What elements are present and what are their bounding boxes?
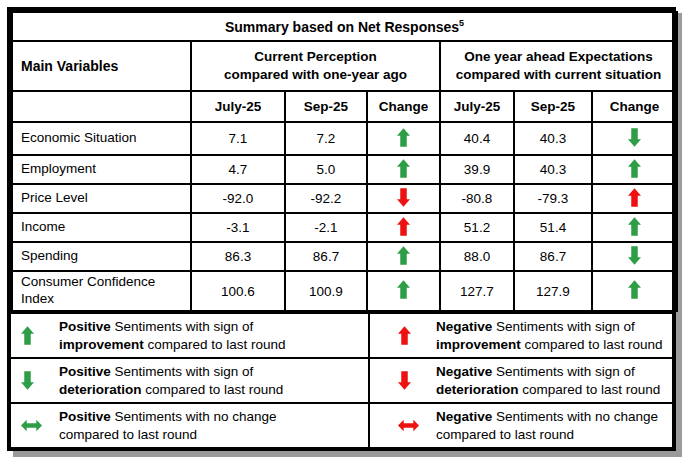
down-arrow-green-icon (21, 371, 59, 390)
ex-july-value: 40.4 (440, 122, 514, 155)
ex-change-cell (592, 213, 677, 242)
legend-text: Negative Sentiments with no change compa… (436, 408, 658, 443)
row-label: Income (12, 213, 191, 242)
ex-sep-header: Sep-25 (514, 91, 592, 122)
cp-sep-value: 7.2 (285, 122, 367, 155)
table-title: Summary based on Net Responses5 (12, 12, 677, 41)
change-arrow-icon (628, 246, 641, 265)
change-arrow-icon (397, 217, 410, 236)
legend-item-positive-deterioration: Positive Sentiments with sign of deterio… (11, 359, 370, 402)
table-row-price-level: Price Level -92.0 -92.2 -80.8 -79.3 (12, 184, 677, 213)
cp-sep-value: -2.1 (285, 213, 367, 242)
cp-change-cell (367, 155, 440, 184)
ex-sep-value: 86.7 (514, 242, 592, 271)
change-arrow-icon (628, 159, 641, 178)
legend-item-positive-no-change: Positive Sentiments with no change compa… (11, 404, 370, 447)
cp-change-cell (367, 271, 440, 311)
row-label: Economic Situation (12, 122, 191, 155)
legend-text: Positive Sentiments with sign of improve… (59, 318, 286, 353)
cp-july-header: July-25 (191, 91, 285, 122)
ex-july-value: 51.2 (440, 213, 514, 242)
legend-row-improvement: Positive Sentiments with sign of improve… (11, 312, 672, 357)
ex-july-header: July-25 (440, 91, 514, 122)
left-right-arrow-green-icon (21, 419, 59, 432)
cp-sep-value: 100.9 (285, 271, 367, 311)
table-row-economic-situation: Economic Situation 7.1 7.2 40.4 40.3 (12, 122, 677, 155)
ex-july-value: -80.8 (440, 184, 514, 213)
change-arrow-icon (628, 217, 641, 236)
row-label: Spending (12, 242, 191, 271)
legend-text: Positive Sentiments with sign of deterio… (59, 363, 283, 398)
empty-corner-cell (12, 91, 191, 122)
main-variables-header: Main Variables (12, 41, 191, 91)
ex-change-cell (592, 271, 677, 311)
table-row-spending: Spending 86.3 86.7 88.0 86.7 (12, 242, 677, 271)
cp-change-cell (367, 122, 440, 155)
ex-july-value: 88.0 (440, 242, 514, 271)
row-label: Employment (12, 155, 191, 184)
legend-text: Positive Sentiments with no change compa… (59, 408, 277, 443)
cp-july-value: -3.1 (191, 213, 285, 242)
title-superscript: 5 (459, 18, 464, 28)
up-arrow-red-icon (398, 326, 436, 345)
ex-sep-value: 40.3 (514, 155, 592, 184)
legend-item-negative-deterioration: Negative Sentiments with sign of deterio… (370, 359, 672, 402)
legend-text: Negative Sentiments with sign of deterio… (436, 363, 660, 398)
row-label: Price Level (12, 184, 191, 213)
cp-july-value: 4.7 (191, 155, 285, 184)
table-row-income: Income -3.1 -2.1 51.2 51.4 (12, 213, 677, 242)
legend-item-positive-improvement: Positive Sentiments with sign of improve… (11, 314, 370, 357)
ex-sep-value: 40.3 (514, 122, 592, 155)
cp-july-value: -92.0 (191, 184, 285, 213)
down-arrow-red-icon (398, 371, 436, 390)
cp-change-cell (367, 242, 440, 271)
current-perception-header: Current Perception compared with one-yea… (191, 41, 440, 91)
cp-change-cell (367, 184, 440, 213)
net-responses-table: Summary based on Net Responses5 Main Var… (11, 11, 678, 312)
ex-sep-value: -79.3 (514, 184, 592, 213)
cp-july-value: 86.3 (191, 242, 285, 271)
cp-sep-value: 5.0 (285, 155, 367, 184)
change-arrow-icon (628, 128, 641, 147)
change-arrow-icon (397, 188, 410, 207)
title-row: Summary based on Net Responses5 (12, 12, 677, 41)
legend-row-deterioration: Positive Sentiments with sign of deterio… (11, 357, 672, 402)
legend: Positive Sentiments with sign of improve… (11, 312, 672, 447)
summary-table-frame: Summary based on Net Responses5 Main Var… (7, 7, 676, 451)
left-right-arrow-red-icon (398, 419, 436, 432)
cp-change-cell (367, 213, 440, 242)
legend-item-negative-no-change: Negative Sentiments with no change compa… (370, 404, 672, 447)
change-arrow-icon (628, 280, 641, 299)
change-arrow-icon (397, 159, 410, 178)
cp-sep-header: Sep-25 (285, 91, 367, 122)
ex-sep-value: 127.9 (514, 271, 592, 311)
ex-change-cell (592, 184, 677, 213)
cp-july-value: 100.6 (191, 271, 285, 311)
expectations-header: One year ahead Expectations compared wit… (440, 41, 677, 91)
cp-sep-value: -92.2 (285, 184, 367, 213)
change-arrow-icon (397, 128, 410, 147)
ex-july-value: 39.9 (440, 155, 514, 184)
table-row-employment: Employment 4.7 5.0 39.9 40.3 (12, 155, 677, 184)
table-row-consumer-confidence-index: Consumer Confidence Index 100.6 100.9 12… (12, 271, 677, 311)
ex-july-value: 127.7 (440, 271, 514, 311)
cp-change-header: Change (367, 91, 440, 122)
change-arrow-icon (397, 246, 410, 265)
ex-change-cell (592, 242, 677, 271)
ex-change-header: Change (592, 91, 677, 122)
cp-sep-value: 86.7 (285, 242, 367, 271)
sub-header-row: July-25 Sep-25 Change July-25 Sep-25 Cha… (12, 91, 677, 122)
legend-text: Negative Sentiments with sign of improve… (436, 318, 663, 353)
row-label: Consumer Confidence Index (12, 271, 191, 311)
group-header-row: Main Variables Current Perception compar… (12, 41, 677, 91)
cp-july-value: 7.1 (191, 122, 285, 155)
change-arrow-icon (397, 280, 410, 299)
up-arrow-green-icon (21, 326, 59, 345)
legend-item-negative-improvement: Negative Sentiments with sign of improve… (370, 314, 672, 357)
legend-row-no-change: Positive Sentiments with no change compa… (11, 402, 672, 447)
ex-sep-value: 51.4 (514, 213, 592, 242)
ex-change-cell (592, 122, 677, 155)
ex-change-cell (592, 155, 677, 184)
change-arrow-icon (628, 188, 641, 207)
